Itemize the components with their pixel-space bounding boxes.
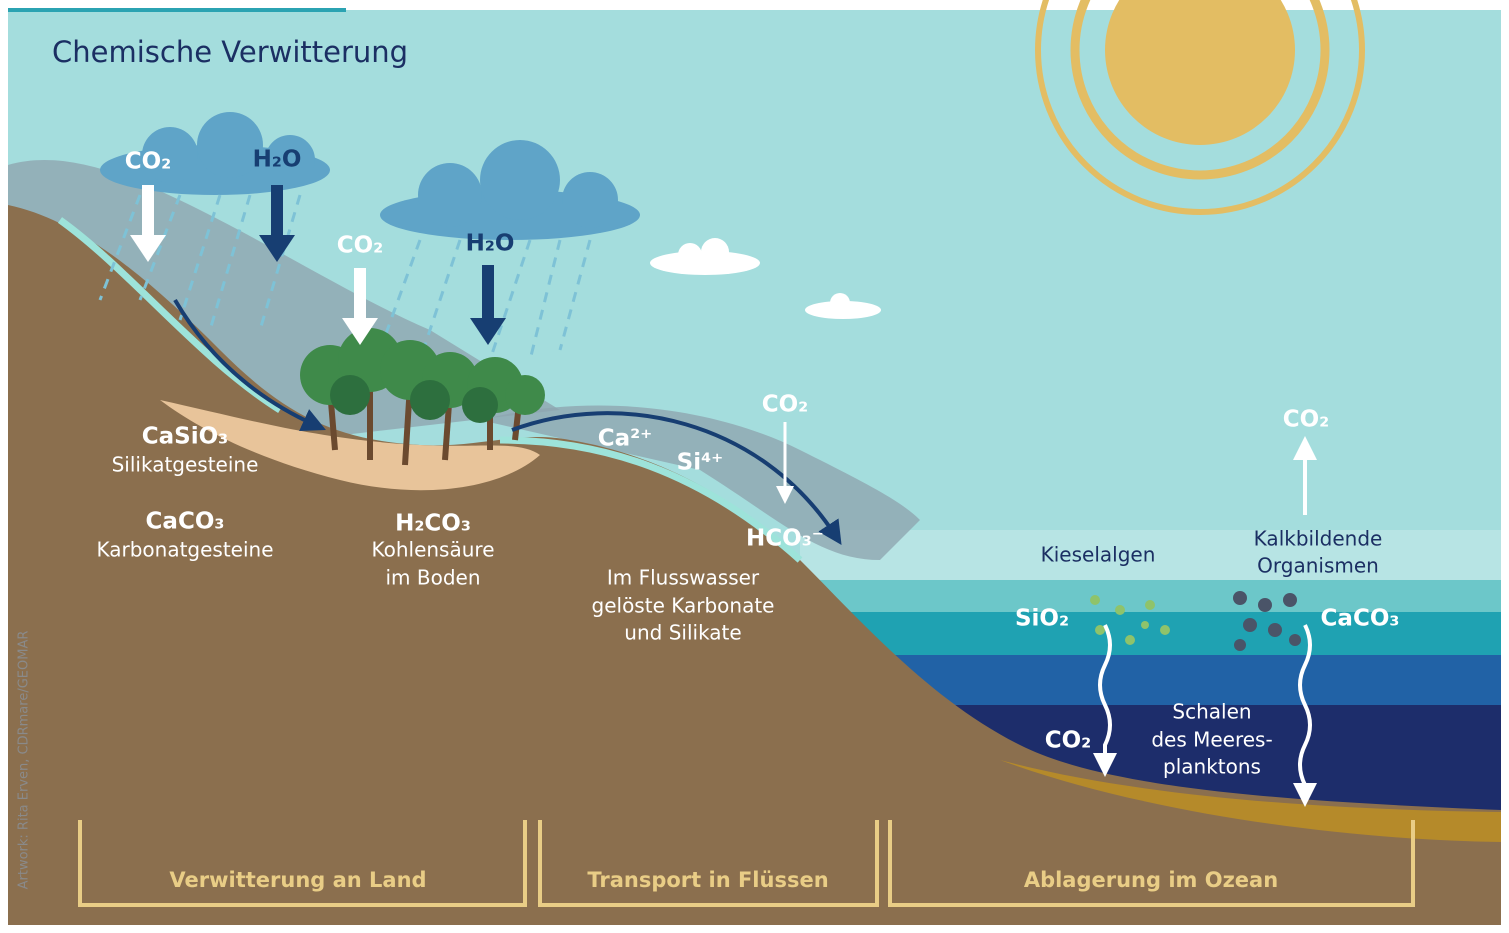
- bracket: [78, 820, 1415, 907]
- label: Kalkbildende: [1254, 527, 1383, 551]
- river: [57, 217, 803, 563]
- arrow: [130, 185, 1317, 807]
- label: Kieselalgen: [1041, 543, 1156, 567]
- cloud: [100, 112, 640, 240]
- label: Si⁴⁺: [677, 450, 724, 476]
- trees: [300, 328, 545, 466]
- label: Kohlensäure: [371, 538, 494, 562]
- label: CaCO₃: [1321, 606, 1400, 632]
- credit: Artwork: Rita Erven, CDRmare/GEOMAR: [17, 631, 32, 890]
- label: Im Flusswasser: [607, 566, 760, 590]
- label: CaSiO₃: [142, 424, 228, 450]
- label: CO₂: [762, 392, 809, 418]
- sun: [1035, 0, 1365, 215]
- label: HCO₃⁻: [746, 526, 824, 552]
- label: H₂O: [466, 231, 515, 257]
- label: Ca²⁺: [598, 426, 653, 452]
- label: H₂O: [253, 147, 302, 173]
- section-label: Verwitterung an Land: [169, 868, 426, 892]
- label: planktons: [1163, 755, 1261, 779]
- label: CaCO₃: [146, 509, 225, 535]
- label: Silikatgesteine: [112, 453, 259, 477]
- cloud: [650, 238, 881, 319]
- label: Organismen: [1257, 554, 1379, 578]
- title: Chemische Verwitterung: [52, 35, 408, 69]
- land: [8, 205, 1501, 925]
- label: gelöste Karbonate: [592, 594, 775, 618]
- label: SiO₂: [1015, 606, 1069, 632]
- diatoms: [1090, 595, 1170, 645]
- calcifiers: [1233, 591, 1301, 651]
- label: CO₂: [337, 233, 384, 259]
- sediment: [1000, 760, 1501, 842]
- soil: [160, 400, 540, 491]
- label: H₂CO₃: [395, 511, 471, 537]
- label: und Silikate: [624, 621, 741, 645]
- label: des Meeres-: [1151, 728, 1272, 752]
- label: CO₂: [125, 149, 172, 175]
- section-label: Transport in Flüssen: [587, 868, 828, 892]
- label: CO₂: [1283, 407, 1330, 433]
- label: Karbonatgesteine: [96, 538, 273, 562]
- label: Schalen: [1172, 700, 1251, 724]
- top-accent: [8, 8, 346, 12]
- label: im Boden: [385, 566, 480, 590]
- label: CO₂: [1045, 728, 1092, 754]
- section-label: Ablagerung im Ozean: [1024, 868, 1278, 892]
- rain: [98, 194, 592, 361]
